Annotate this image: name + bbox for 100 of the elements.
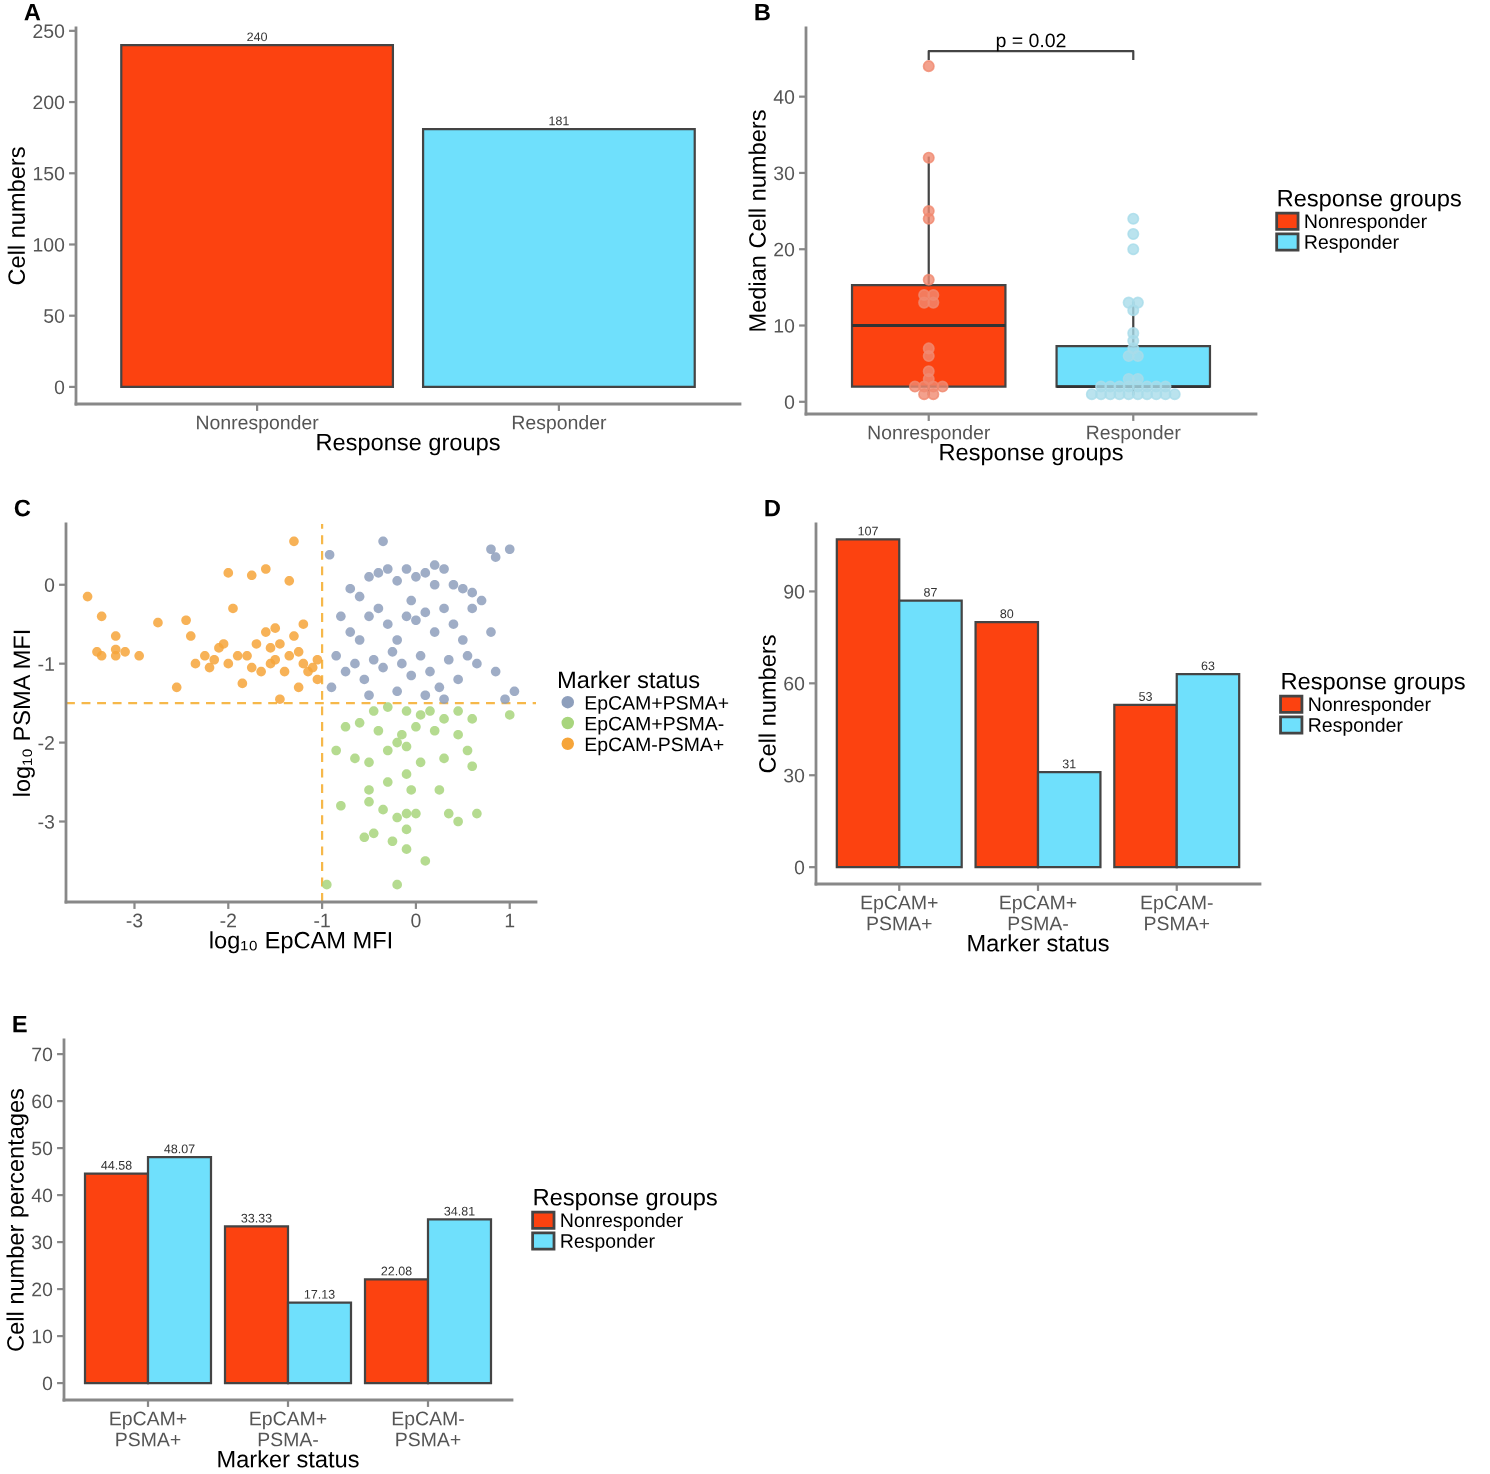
point — [223, 568, 234, 578]
y-tick-label: 250 — [33, 24, 65, 39]
x-axis-title: Marker status — [968, 934, 1109, 952]
point — [354, 718, 365, 728]
point — [411, 722, 421, 732]
y-tick-label: 50 — [44, 309, 65, 323]
point — [261, 627, 271, 637]
y-tick-label: 200 — [33, 95, 65, 110]
y-axis-title: Cell numbers — [7, 147, 26, 285]
point — [462, 745, 473, 756]
point — [293, 647, 304, 657]
point — [415, 710, 426, 720]
y-tick-label: 0 — [784, 395, 795, 410]
point — [284, 576, 295, 586]
point — [298, 658, 309, 669]
point — [392, 737, 402, 748]
y-tick-label: 20 — [32, 1282, 53, 1297]
point — [443, 808, 454, 819]
y-tick-label: 30 — [784, 768, 805, 783]
point — [453, 729, 463, 740]
point — [331, 745, 341, 756]
point — [392, 812, 402, 823]
y-tick-label: 90 — [784, 584, 805, 599]
point — [364, 796, 374, 807]
y-tick-label: 40 — [773, 90, 795, 104]
y-tick-label: 100 — [33, 237, 65, 252]
x-tick-label: 1 — [505, 913, 515, 928]
legend-title: Marker status — [559, 670, 700, 689]
y-axis-title: Median Cell numbers — [748, 110, 766, 331]
point — [453, 816, 463, 827]
legend-label: Responder — [1309, 717, 1403, 736]
point — [472, 808, 482, 819]
y-axis-title: log₁₀ PSMA MFI — [12, 630, 35, 796]
y-tick-label: 0 — [794, 860, 805, 875]
point — [110, 631, 121, 641]
point — [420, 856, 431, 866]
point — [467, 761, 478, 772]
y-tick-label: 60 — [32, 1094, 53, 1109]
point — [270, 623, 281, 633]
y-tick-label: -2 — [38, 736, 54, 750]
point — [368, 828, 379, 839]
point — [218, 639, 229, 649]
point — [204, 662, 215, 673]
point — [251, 639, 262, 649]
point — [289, 536, 299, 547]
point — [321, 879, 332, 890]
x-tick-label: -1 — [314, 913, 330, 928]
point — [284, 650, 295, 661]
annotation: p = 0.02 — [996, 33, 1066, 52]
chart-title: E — [13, 1015, 27, 1033]
y-tick-label: 0 — [42, 1376, 53, 1391]
legend-label: Nonresponder — [561, 1212, 683, 1232]
point — [382, 745, 393, 756]
x-tick-label: EpCAM+ PSMA+ — [861, 895, 938, 931]
point — [153, 617, 163, 628]
point — [411, 808, 421, 819]
point — [261, 564, 271, 574]
x-tick-label: Responder — [1087, 425, 1181, 444]
legend-title: Response groups — [534, 1189, 717, 1211]
y-axis-title: Cell numbers — [758, 635, 776, 773]
point — [275, 694, 285, 704]
y-tick-label: 50 — [32, 1141, 53, 1156]
point — [364, 785, 374, 795]
y-tick-label: 0 — [44, 578, 55, 592]
point — [92, 647, 102, 657]
point — [185, 631, 196, 641]
x-tick-label: EpCAM+ PSMA- — [1000, 895, 1077, 931]
point — [279, 666, 290, 677]
point — [406, 785, 417, 795]
point — [96, 611, 107, 622]
point — [246, 570, 257, 581]
point — [378, 804, 388, 815]
y-tick-label: 20 — [774, 242, 795, 257]
point — [232, 650, 243, 661]
point — [82, 591, 93, 602]
legend-title: Response groups — [940, 444, 1123, 466]
point — [242, 650, 252, 661]
point — [373, 725, 384, 736]
x-tick-label: -3 — [126, 913, 143, 928]
point — [256, 666, 266, 677]
point — [439, 714, 449, 724]
point — [392, 879, 402, 890]
x-tick-label: -2 — [220, 913, 236, 928]
x-tick-label: EpCAM+ PSMA+ — [110, 1411, 187, 1447]
point — [270, 654, 281, 665]
chart-title: D — [765, 499, 780, 517]
legend-label: EpCAM+PSMA- — [585, 716, 724, 735]
point — [401, 741, 412, 752]
chart-title: A — [24, 3, 41, 21]
point — [434, 785, 445, 795]
point — [340, 722, 351, 732]
point — [439, 753, 449, 764]
x-axis-title: Marker status — [218, 1450, 359, 1468]
y-tick-label: -3 — [38, 814, 55, 829]
x-tick-label: 0 — [411, 913, 421, 928]
legend-label: Nonresponder — [1305, 213, 1427, 232]
point — [467, 714, 478, 724]
point — [429, 725, 440, 736]
point — [298, 619, 309, 630]
point — [275, 639, 285, 649]
